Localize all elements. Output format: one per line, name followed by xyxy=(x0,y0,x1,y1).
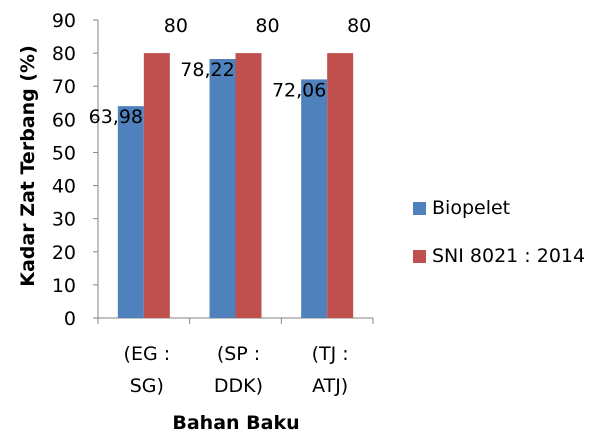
data-labels-group: 63,98 80 78,22 80 72,06 80 xyxy=(89,15,372,128)
data-label-sni-1: 80 xyxy=(255,15,279,37)
y-axis-ticks: 0 10 20 30 40 50 60 70 80 90 xyxy=(52,10,98,330)
bar-biopelet-0 xyxy=(117,106,144,318)
data-label-sni-0: 80 xyxy=(164,15,188,37)
data-label-sni-2: 80 xyxy=(347,15,371,37)
x-category-label: (SP : xyxy=(217,343,260,365)
legend-swatch-biopelet xyxy=(413,201,426,215)
bar-sni-1 xyxy=(235,53,262,318)
y-tick-label: 70 xyxy=(52,76,76,98)
y-tick-label: 40 xyxy=(52,176,76,198)
x-category-label: ATJ) xyxy=(312,375,348,397)
x-category-label: DDK) xyxy=(214,375,263,397)
bar-biopelet-1 xyxy=(209,59,236,319)
y-tick-label: 10 xyxy=(52,275,76,297)
legend-label-sni: SNI 8021 : 2014 xyxy=(432,245,586,267)
legend-item-sni: SNI 8021 : 2014 xyxy=(413,242,585,270)
y-tick-label: 80 xyxy=(52,43,76,65)
x-axis-title: Bahan Baku xyxy=(172,412,299,434)
y-tick-label: 90 xyxy=(52,10,76,32)
data-label-biopelet-1: 78,22 xyxy=(180,59,234,81)
y-tick-label: 60 xyxy=(52,109,76,131)
x-category-label: SG) xyxy=(130,375,164,397)
legend-swatch-sni xyxy=(413,249,426,263)
legend: Biopelet SNI 8021 : 2014 xyxy=(413,194,585,290)
bar-sni-0 xyxy=(143,53,170,318)
x-axis-categories: (EG : SG) (SP : DDK) (TJ : ATJ) xyxy=(97,318,374,397)
data-label-biopelet-0: 63,98 xyxy=(89,106,143,128)
bar-biopelet-2 xyxy=(301,79,328,318)
legend-label-biopelet: Biopelet xyxy=(432,197,511,219)
x-category-label: (TJ : xyxy=(312,343,349,365)
data-label-biopelet-2: 72,06 xyxy=(272,79,326,101)
bar-sni-2 xyxy=(327,53,354,318)
y-tick-label: 50 xyxy=(52,142,76,164)
y-tick-label: 30 xyxy=(52,209,76,231)
legend-item-biopelet: Biopelet xyxy=(413,194,585,222)
x-category-label: (EG : xyxy=(124,343,171,365)
y-tick-label: 20 xyxy=(52,242,76,264)
y-axis-title: Kadar Zat Terbang (%) xyxy=(17,45,39,287)
bars-group xyxy=(117,53,354,319)
y-tick-label: 0 xyxy=(64,308,76,330)
